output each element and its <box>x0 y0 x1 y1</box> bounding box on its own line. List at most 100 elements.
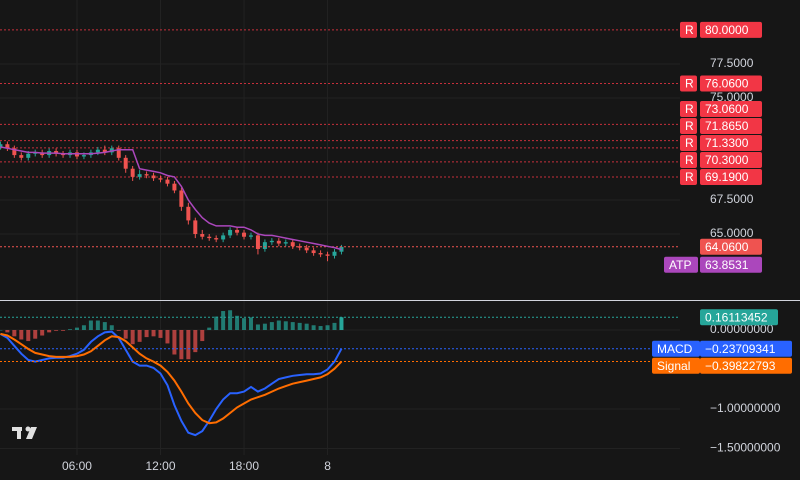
histogram-bar <box>74 327 79 330</box>
level-label: 71.3300 <box>705 136 749 150</box>
histogram-bar <box>26 329 31 342</box>
candle-body <box>19 155 24 158</box>
histogram-bar <box>207 327 212 330</box>
histogram-bar <box>269 322 274 330</box>
histogram-bar <box>332 322 337 330</box>
candle-body <box>172 183 177 191</box>
y-tick-label: 0.00000000 <box>710 322 774 336</box>
candle-body <box>332 251 337 256</box>
level-tag: R <box>685 23 694 37</box>
histogram-bar <box>88 320 93 330</box>
candle-body <box>130 168 135 177</box>
histogram-bar <box>33 329 38 339</box>
y-tick-label: 77.5000 <box>710 56 754 70</box>
candle-body <box>269 240 274 243</box>
histogram-bar <box>95 320 100 330</box>
level-tag-box <box>680 118 697 135</box>
x-tick-label: 06:00 <box>62 459 92 473</box>
histogram-bar <box>297 322 302 330</box>
y-tick-label: 75.0000 <box>710 90 754 104</box>
candle-body <box>179 190 184 207</box>
level-label-box <box>700 169 762 186</box>
level-label-box <box>700 75 762 92</box>
series-last-label: 63.8531 <box>705 258 749 272</box>
candle-body <box>0 144 3 147</box>
histogram-bar <box>0 329 3 331</box>
level-tag-box <box>680 75 697 92</box>
histogram-bar <box>248 317 253 330</box>
series-last-label: −0.23709341 <box>705 342 776 356</box>
candle-body <box>325 254 330 256</box>
histogram-bar <box>123 329 128 339</box>
level-label: 71.8650 <box>705 119 749 133</box>
candle-body <box>158 178 163 180</box>
series-name: Signal <box>657 359 690 373</box>
level-tag-box <box>680 101 697 118</box>
x-tick-label: 8 <box>324 459 331 473</box>
candle-body <box>297 246 302 248</box>
histogram-bar <box>165 329 170 344</box>
histogram-bar <box>283 321 288 330</box>
logo <box>12 426 37 439</box>
candle-body <box>165 179 170 184</box>
candle-body <box>144 174 149 176</box>
series-name: ATP <box>669 258 691 272</box>
series-last-label: −0.39822793 <box>705 359 776 373</box>
histogram-bar <box>325 325 330 330</box>
candle-body <box>95 149 100 153</box>
candle-body <box>26 153 31 158</box>
histogram-bar <box>304 323 309 330</box>
histogram-bar <box>262 323 267 330</box>
candle-body <box>235 229 240 233</box>
histogram-bar <box>151 329 156 337</box>
histogram-bar <box>242 318 247 330</box>
level-tag-box <box>680 169 697 186</box>
candle-body <box>248 235 253 237</box>
series-last-label-box <box>700 256 762 273</box>
histogram-bar <box>40 329 45 336</box>
histogram-bar <box>158 329 163 338</box>
candle-body <box>5 144 10 149</box>
histogram-bar <box>339 317 344 330</box>
candle-body <box>123 157 128 169</box>
candle-body <box>137 174 142 177</box>
histogram-last-label-box <box>700 309 778 326</box>
y-tick-label: 65.0000 <box>710 226 754 240</box>
candle-body <box>81 155 86 157</box>
candle-body <box>242 232 247 237</box>
level-tag: R <box>685 77 694 91</box>
level-tag-box <box>680 21 697 38</box>
candle-body <box>116 148 121 158</box>
candle-body <box>186 206 191 221</box>
series-name-box <box>652 340 700 357</box>
histogram-bar <box>61 329 66 331</box>
histogram-bar <box>186 329 191 360</box>
level-label: 76.0600 <box>705 77 749 91</box>
level-tag-box <box>680 135 697 152</box>
histogram-bar <box>102 322 107 330</box>
histogram-bar <box>235 315 240 330</box>
candle-body <box>102 149 107 153</box>
level-label: 73.0600 <box>705 102 749 116</box>
level-label-box <box>700 21 762 38</box>
last-price-label-box <box>700 238 762 255</box>
histogram-bar <box>214 316 219 330</box>
histogram-bar <box>255 324 260 330</box>
candle-body <box>255 235 260 249</box>
y-tick-label: 67.5000 <box>710 192 754 206</box>
histogram-last-label: 0.16113452 <box>705 310 768 324</box>
histogram-bar <box>130 329 135 345</box>
level-label-box <box>700 101 762 118</box>
candle-body <box>318 253 323 255</box>
x-tick-label: 18:00 <box>229 459 259 473</box>
histogram-bar <box>311 325 316 330</box>
histogram-bar <box>221 311 226 330</box>
level-label-box <box>700 118 762 135</box>
series-name-box <box>664 256 698 273</box>
level-tag: R <box>685 170 694 184</box>
histogram-bar <box>109 325 114 330</box>
histogram-bar <box>228 310 233 330</box>
